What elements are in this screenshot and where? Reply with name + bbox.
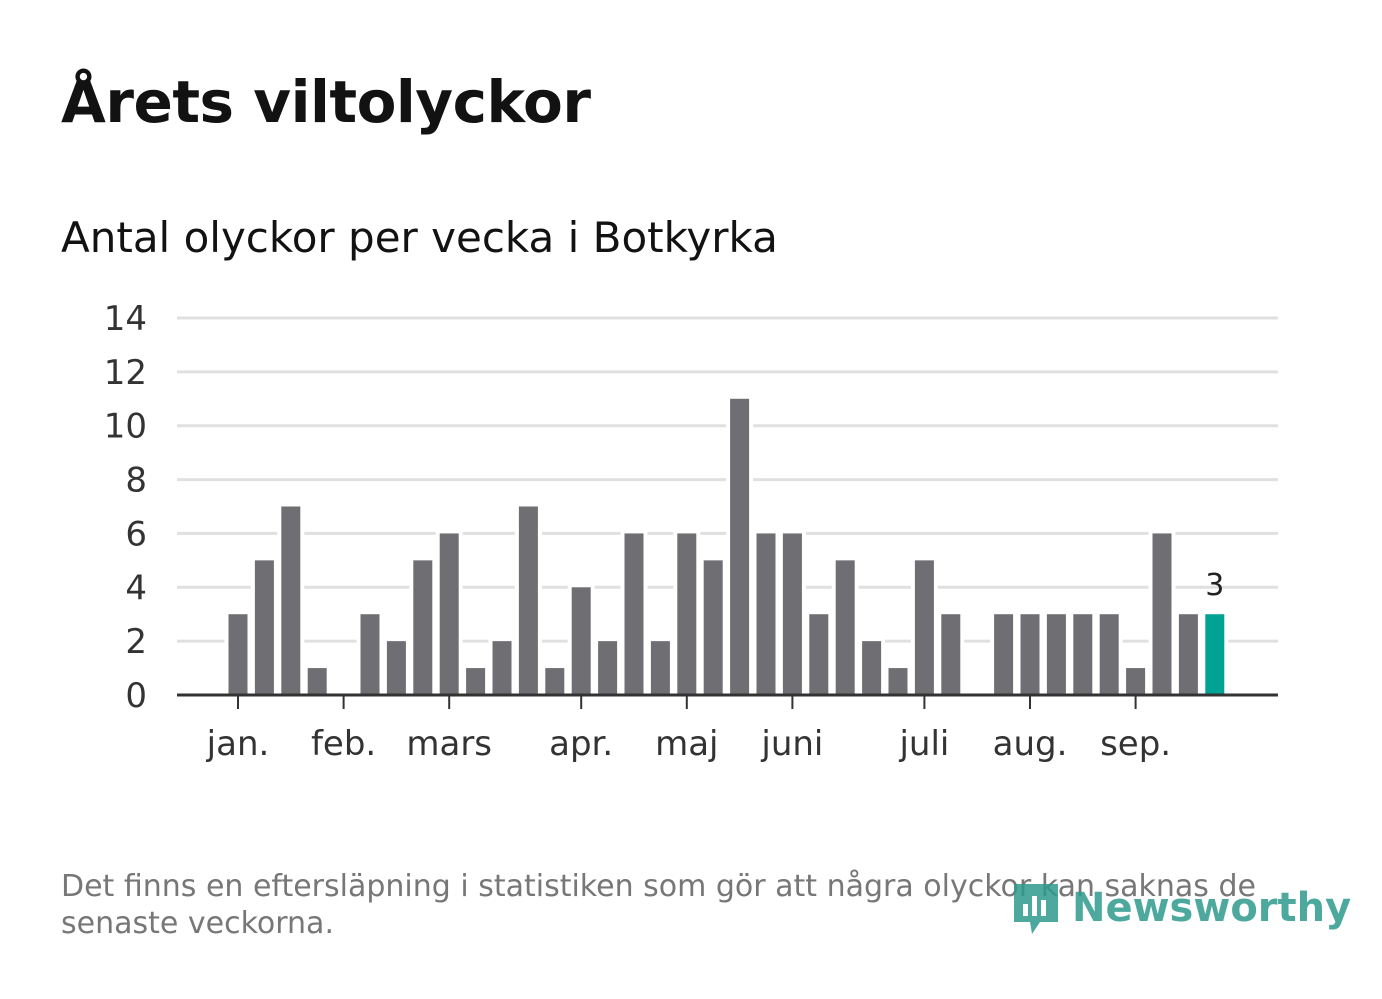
- x-tick-label: jan.: [206, 724, 270, 764]
- bar: [703, 560, 723, 695]
- bar: [994, 614, 1014, 695]
- bar: [413, 560, 433, 695]
- bar: [1126, 668, 1146, 695]
- x-tick-label: maj: [655, 724, 718, 764]
- bar: [492, 641, 512, 695]
- bar: [1099, 614, 1119, 695]
- newsworthy-logo: Newsworthy: [1010, 878, 1351, 938]
- bar: [439, 533, 459, 695]
- bar: [281, 506, 301, 695]
- y-tick-label: 6: [125, 514, 147, 554]
- chart-subtitle: Antal olyckor per vecka i Botkyrka: [61, 213, 778, 262]
- bar: [360, 614, 380, 695]
- bar: [307, 668, 327, 695]
- bar: [756, 533, 776, 695]
- x-tick-label: juli: [898, 724, 949, 764]
- y-tick-label: 8: [125, 461, 147, 501]
- bar: [228, 614, 248, 695]
- y-tick-label: 4: [125, 568, 147, 608]
- y-tick-label: 12: [104, 353, 147, 393]
- bar: [1152, 533, 1172, 695]
- bar: [835, 560, 855, 695]
- bar: [782, 533, 802, 695]
- x-tick-label: mars: [406, 724, 492, 764]
- logo-icon: [1014, 884, 1058, 934]
- bar: [730, 398, 750, 695]
- bar: [1020, 614, 1040, 695]
- x-tick-label: apr.: [549, 724, 613, 764]
- y-tick-label: 10: [104, 407, 147, 447]
- bar: [254, 560, 274, 695]
- y-tick-label: 0: [125, 676, 147, 716]
- y-tick-label: 2: [125, 622, 147, 662]
- data-label: 3: [1205, 568, 1224, 603]
- bar-highlight: [1205, 614, 1225, 695]
- bar: [650, 641, 670, 695]
- bar: [941, 614, 961, 695]
- bar: [677, 533, 697, 695]
- bar: [809, 614, 829, 695]
- bar: [386, 641, 406, 695]
- bar: [571, 587, 591, 695]
- bar: [1046, 614, 1066, 695]
- bar: [598, 641, 618, 695]
- bar: [888, 668, 908, 695]
- bar: [1178, 614, 1198, 695]
- x-tick-label: juni: [760, 724, 823, 764]
- x-tick-label: feb.: [311, 724, 376, 764]
- x-tick-label: aug.: [993, 724, 1068, 764]
- bar: [466, 668, 486, 695]
- bar: [862, 641, 882, 695]
- bar: [914, 560, 934, 695]
- bar: [624, 533, 644, 695]
- bar: [545, 668, 565, 695]
- chart-title: Årets viltolyckor: [61, 68, 591, 136]
- bar: [1073, 614, 1093, 695]
- bar: [518, 506, 538, 695]
- x-tick-label: sep.: [1100, 724, 1171, 764]
- y-tick-label: 14: [104, 299, 147, 339]
- logo-text: Newsworthy: [1072, 885, 1352, 931]
